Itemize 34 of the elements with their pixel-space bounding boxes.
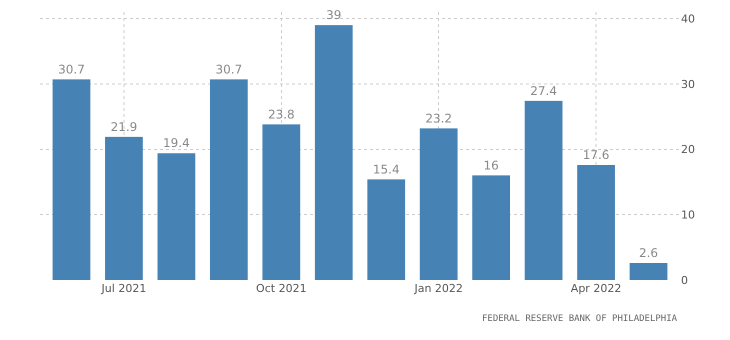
data-label: 17.6 bbox=[582, 148, 610, 162]
bar bbox=[577, 164, 615, 280]
bar bbox=[524, 100, 562, 280]
bar bbox=[262, 124, 300, 280]
y-tick-label: 40 bbox=[681, 12, 695, 26]
x-tick-label: Apr 2022 bbox=[570, 282, 622, 295]
data-label: 39 bbox=[326, 8, 342, 22]
bar bbox=[105, 136, 143, 280]
bar bbox=[367, 179, 406, 280]
data-label: 23.8 bbox=[268, 107, 295, 122]
x-tick-label: Oct 2021 bbox=[256, 282, 307, 295]
data-label: 30.7 bbox=[215, 62, 242, 76]
data-label: 21.9 bbox=[110, 120, 138, 134]
data-label: 30.7 bbox=[58, 62, 85, 76]
data-label: 23.2 bbox=[425, 111, 452, 126]
bar bbox=[630, 263, 668, 280]
bar bbox=[314, 25, 353, 280]
bar bbox=[158, 153, 196, 280]
y-tick-label: 0 bbox=[681, 274, 688, 287]
bar bbox=[52, 79, 90, 280]
data-label: 16 bbox=[484, 158, 499, 172]
y-tick-label: 30 bbox=[681, 78, 695, 91]
text: FEDERAL RESERVE BANK OF PHILADELPHIA bbox=[482, 314, 678, 324]
bar bbox=[420, 128, 458, 280]
bar bbox=[472, 175, 510, 280]
data-label: 27.4 bbox=[530, 84, 557, 98]
bar bbox=[210, 79, 248, 280]
x-tick-label: Jan 2022 bbox=[413, 282, 463, 295]
data-label: 2.6 bbox=[638, 246, 658, 260]
data-label: 19.4 bbox=[163, 136, 190, 150]
x-tick-label: Jul 2021 bbox=[100, 282, 146, 295]
data-label: 15.4 bbox=[372, 162, 400, 176]
y-tick-label: 10 bbox=[681, 208, 695, 222]
y-tick-label: 20 bbox=[681, 143, 695, 156]
